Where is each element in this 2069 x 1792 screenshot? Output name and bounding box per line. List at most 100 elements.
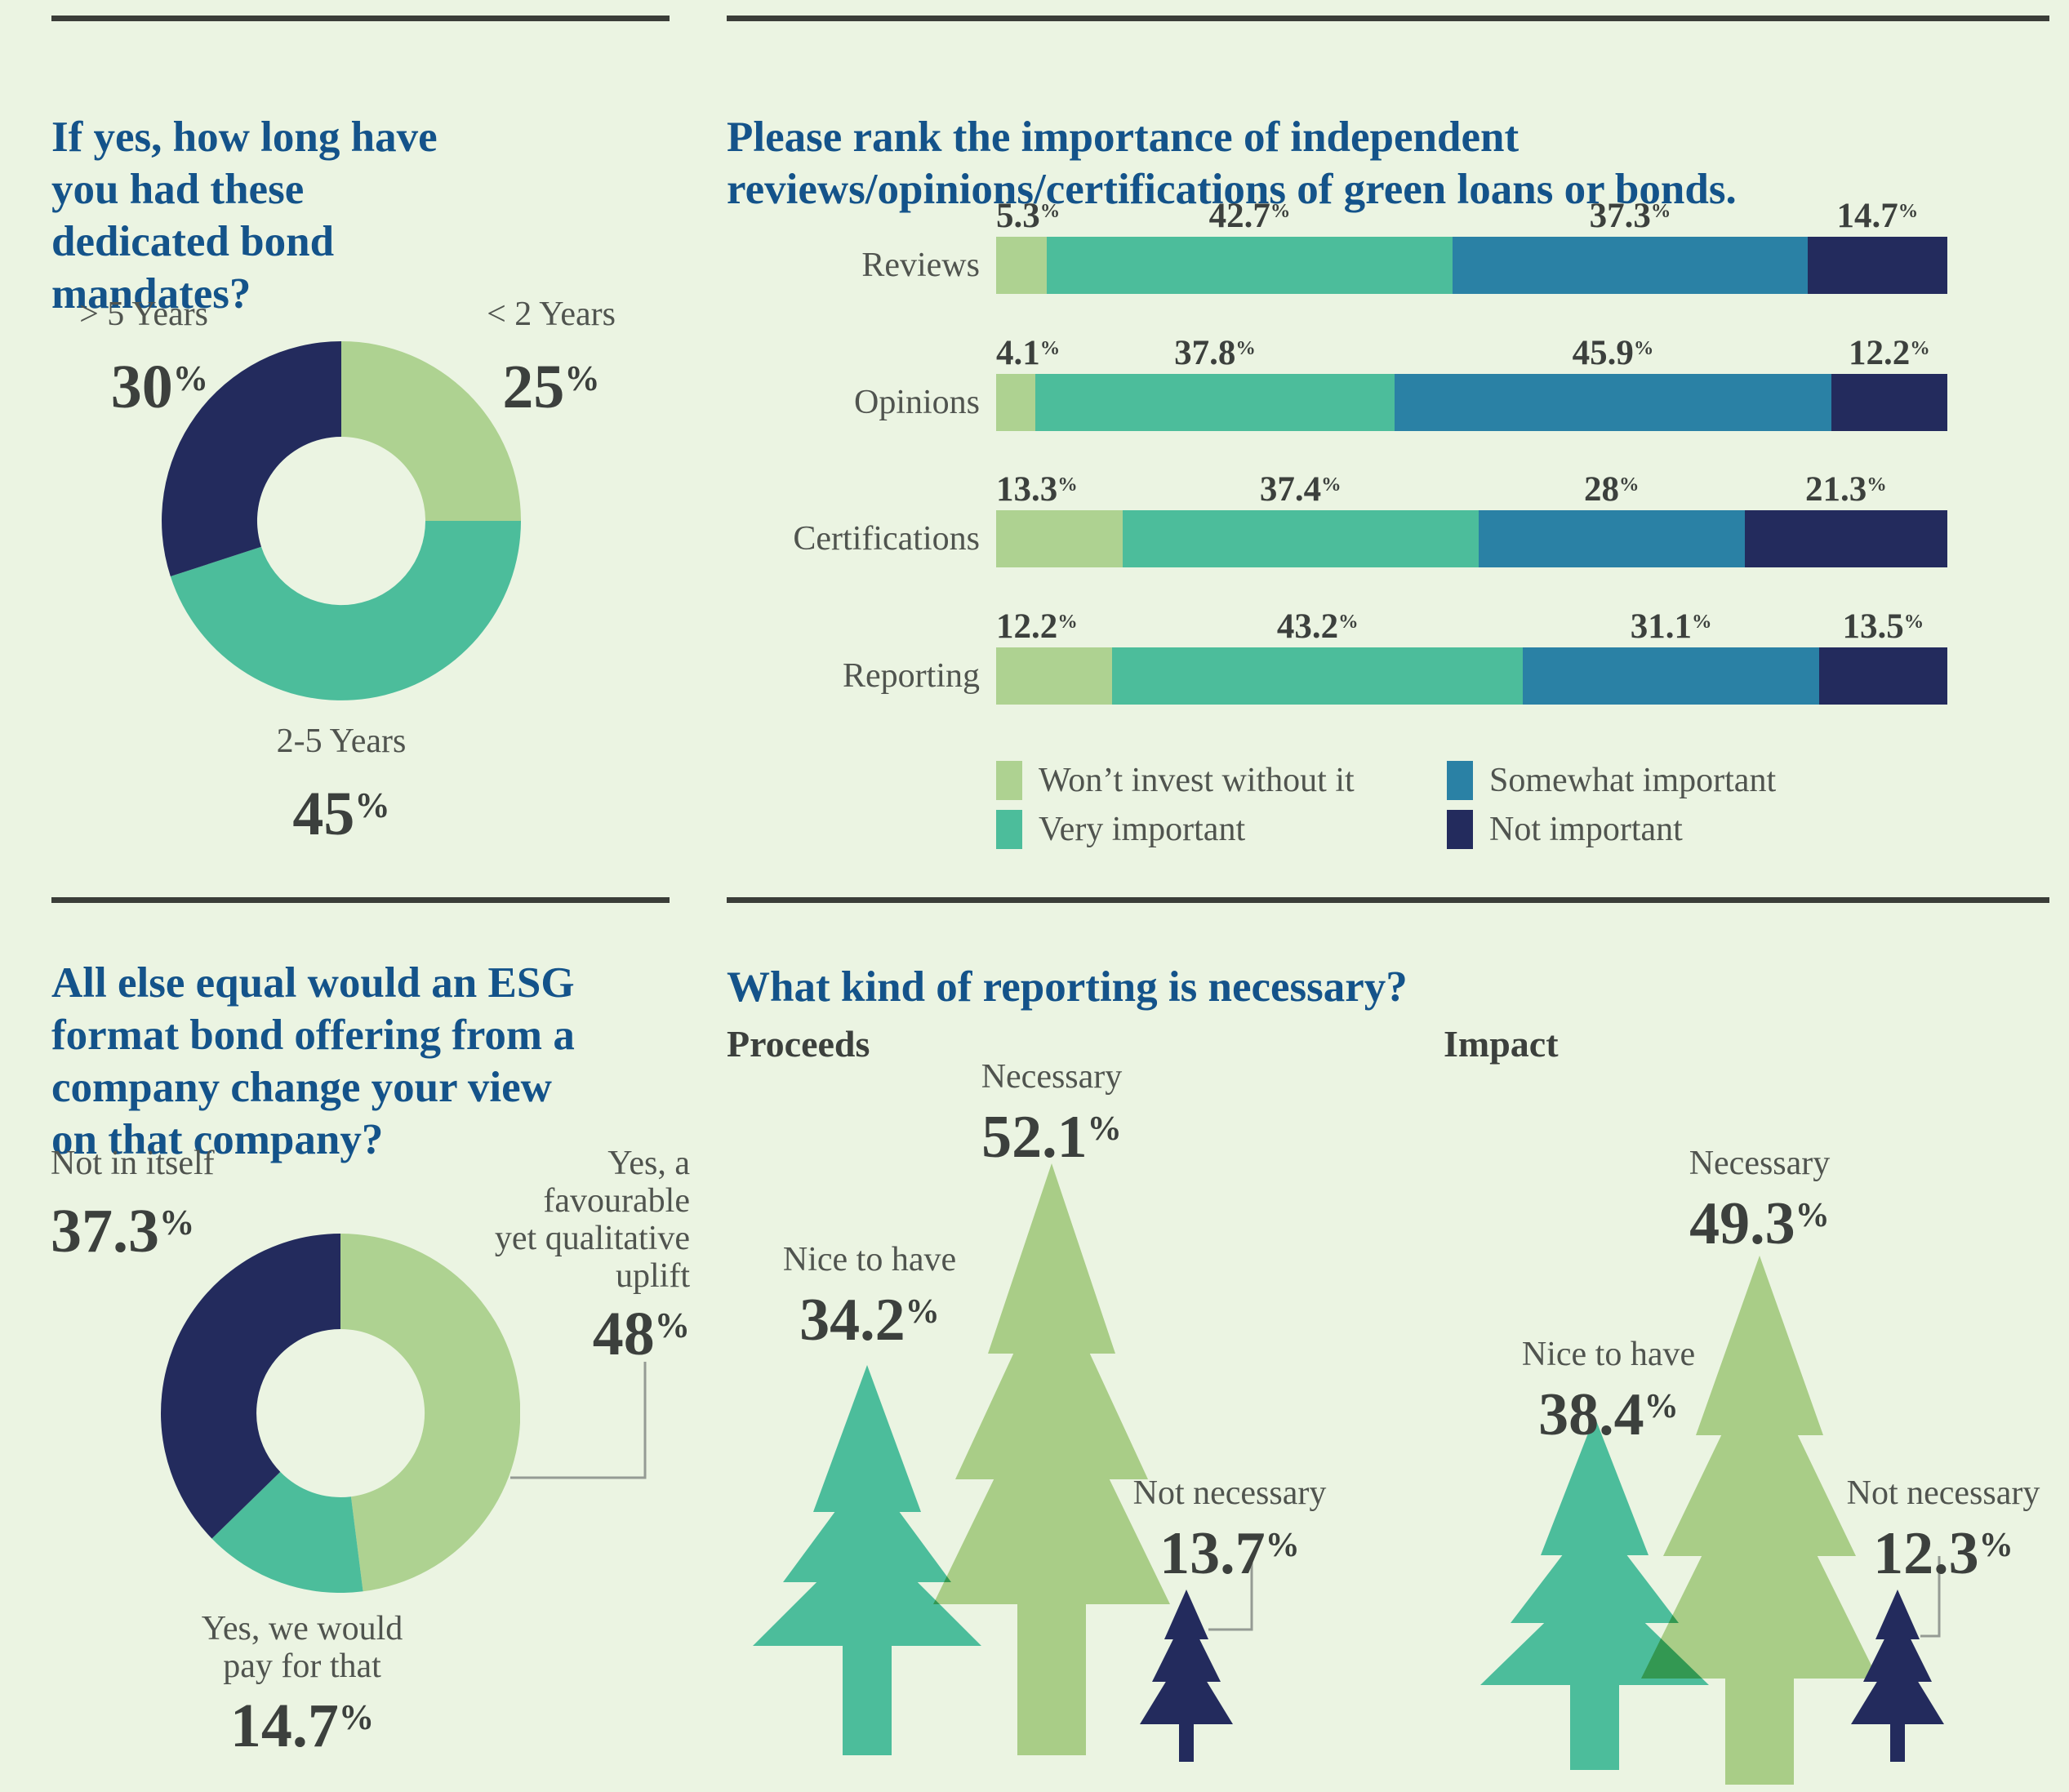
mandates-donut-chart [162, 341, 521, 700]
donut-slice [170, 521, 521, 700]
value-number: 42.7 [1208, 197, 1270, 235]
percent-sign: % [1644, 1386, 1679, 1425]
legend-swatch-navy [1447, 810, 1473, 849]
bar-segment [1523, 647, 1819, 705]
bar-value-label: 4.1% [996, 333, 1060, 373]
bar-value-label: 42.7% [1209, 196, 1291, 236]
bar-value-label: 37.8% [1174, 333, 1256, 373]
slice-name: Yes, a favourable yet qualitative uplift [494, 1145, 690, 1295]
rule-top-right [727, 16, 2049, 21]
tree-icon-nice-to-have [1480, 1416, 1709, 1770]
value-number: 45.9 [1572, 334, 1634, 372]
group-label-impact: Impact [1444, 1023, 1559, 1065]
percent-sign: % [1039, 336, 1061, 359]
stacked-bar-chart: 5.3% 42.7% 37.3% 14.7% 4.1% 37.8% 45.9% 12.2% 13… [996, 0, 1947, 898]
value-number: 13.7 [1159, 1520, 1266, 1587]
legend-swatch-blue [1447, 761, 1473, 800]
bar-segment [1453, 237, 1808, 294]
value-number: 21.3 [1805, 470, 1867, 509]
percent-sign: % [1270, 199, 1291, 222]
tree-item-name: Nice to have [782, 1241, 957, 1278]
section-title: All else equal would an ESG format bond … [51, 958, 575, 1163]
value-number: 12.2 [1849, 334, 1911, 372]
tree-icon-not-necessary [1851, 1590, 1944, 1762]
value-number: 12.2 [996, 607, 1058, 646]
value-number: 38.4 [1538, 1381, 1644, 1448]
callout-line [510, 1362, 647, 1479]
percent-sign: % [1619, 473, 1640, 496]
value-number: 37.4 [1259, 470, 1322, 509]
percent-sign: % [1633, 336, 1654, 359]
bar-row [996, 374, 1947, 431]
value-number: 14.7 [1836, 197, 1898, 235]
percent-sign: % [354, 785, 390, 825]
slice-name: > 5 Years [79, 296, 208, 333]
slice-value: 45% [178, 783, 505, 845]
value-number: 30 [110, 353, 173, 421]
slice-name: Yes, we would pay for that [201, 1610, 403, 1685]
percent-sign: % [172, 358, 208, 398]
value-number: 45 [292, 780, 355, 848]
bar-value-labels: 4.1% 37.8% 45.9% 12.2% [996, 333, 1947, 374]
section-title: What kind of reporting is necessary? [727, 963, 1408, 1011]
rule-top-left [51, 16, 670, 21]
slice-value: 48% [420, 1303, 690, 1365]
value-number: 34.2 [799, 1287, 905, 1354]
percent-sign: % [1338, 610, 1359, 633]
esg-donut-chart [161, 1234, 520, 1593]
percent-sign: % [1265, 1525, 1300, 1564]
bar-segment [1744, 510, 1947, 567]
legend-label: Won’t invest without it [1039, 762, 1355, 799]
tree-item-name: Not necessary [1132, 1474, 1327, 1512]
percent-sign: % [1057, 473, 1078, 496]
tree-label-proceeds-nice-to-have: Nice to have 34.2% [706, 1241, 1033, 1350]
percent-sign: % [1057, 610, 1078, 633]
donut-slice [340, 1234, 520, 1592]
slice-value: 14.7% [139, 1695, 465, 1757]
bar-value-label: 14.7% [1836, 196, 1918, 236]
percent-sign: % [1978, 1525, 2013, 1564]
tree-label-proceeds-not-necessary: Not necessary 13.7% [1066, 1474, 1393, 1584]
tree-label-impact-not-necessary: Not necessary 12.3% [1809, 1474, 2069, 1584]
value-number: 48 [592, 1300, 655, 1368]
bar-row [996, 647, 1947, 705]
value-number: 13.5 [1842, 607, 1904, 646]
percent-sign: % [564, 358, 600, 398]
legend-item-somewhat-important: Somewhat important [1447, 759, 1776, 802]
bar-segment [1122, 510, 1479, 567]
legend-swatch-light-green [996, 761, 1022, 800]
bar-category-reviews: Reviews [861, 247, 980, 284]
slice-label-gt-5-years: > 5 Years 30% [16, 296, 208, 418]
tree-label-impact-necessary: Necessary 49.3% [1596, 1145, 1923, 1254]
bar-segment [996, 374, 1035, 431]
percent-sign: % [1903, 610, 1924, 633]
bar-value-label: 12.2% [996, 607, 1078, 647]
bar-value-label: 13.5% [1842, 607, 1924, 647]
value-number: 31.1 [1630, 607, 1692, 646]
bar-segment [1478, 510, 1745, 567]
tree-icon-nice-to-have [753, 1365, 981, 1755]
bar-value-label: 31.1% [1631, 607, 1712, 647]
legend-label: Very important [1039, 811, 1246, 848]
slice-name: 2-5 Years [276, 723, 407, 760]
bar-segment [1831, 374, 1947, 431]
value-number: 13.3 [996, 470, 1058, 509]
value-number: 4.1 [996, 334, 1040, 372]
slice-label-lt-2-years: < 2 Years 25% [453, 296, 649, 418]
bar-segment [1395, 374, 1831, 431]
legend-label: Not important [1489, 811, 1683, 848]
slice-label-not-in-itself: Not in itself 37.3% [51, 1145, 320, 1262]
tree-item-name: Necessary [1689, 1145, 1831, 1182]
bar-value-label: 43.2% [1277, 607, 1359, 647]
slice-label-favourable-uplift: Yes, a favourable yet qualitative uplift… [420, 1145, 690, 1365]
percent-sign: % [1867, 473, 1887, 496]
group-label-proceeds: Proceeds [727, 1023, 870, 1065]
slice-name: < 2 Years [487, 296, 616, 333]
bar-category-opinions: Opinions [853, 384, 980, 421]
legend-item-very-important: Very important [996, 808, 1245, 851]
percent-sign: % [1087, 1109, 1122, 1148]
bar-category-certifications: Certifications [793, 520, 980, 558]
tree-item-name: Nice to have [1521, 1336, 1696, 1373]
tree-label-proceeds-necessary: Necessary 52.1% [888, 1058, 1215, 1167]
percent-sign: % [1691, 610, 1712, 633]
